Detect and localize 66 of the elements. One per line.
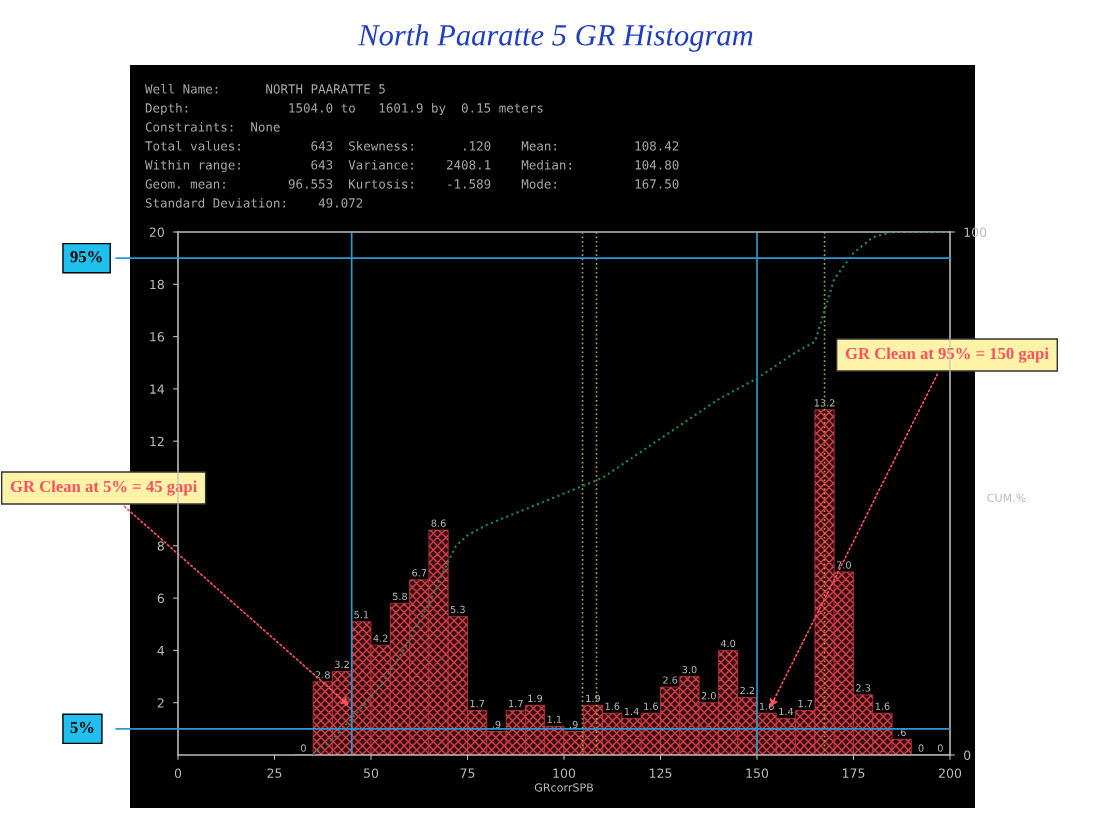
y-tick-label: 16 — [150, 332, 165, 342]
text: Constraints: None — [145, 121, 280, 132]
annotation: GR Clean at 5% = 45 gapi — [10, 480, 198, 496]
y-tick-label: 2 — [157, 698, 164, 708]
x-tick-label: 0 — [174, 768, 182, 778]
ref-line-label: 5% — [70, 721, 94, 734]
x-tick-label: 200 — [938, 768, 962, 778]
text: Total values: 643 Skewness: .120 Mean: 108.42 — [145, 140, 679, 151]
annotation: GR Clean at 95% = 150 gapi — [845, 347, 1049, 363]
data-label: 2.0 — [701, 692, 716, 700]
y-tick-label: 8 — [157, 541, 164, 551]
data-label: 1.7 — [470, 700, 485, 708]
data-label: 4.2 — [373, 634, 388, 642]
x-tick-label: 25 — [267, 768, 282, 778]
x-tick-label: 50 — [364, 768, 379, 778]
y-tick-label: 20 — [149, 227, 164, 237]
x-tick-label: 100 — [553, 768, 576, 778]
data-label: 5.8 — [392, 592, 408, 601]
y-tick-label: 6 — [157, 593, 165, 604]
y2-axis-title: CUM.% — [987, 493, 1026, 503]
data-label: 1.9 — [586, 694, 600, 703]
data-label: .9 — [492, 720, 501, 729]
data-label: 1.9 — [528, 694, 543, 703]
data-label: 1.4 — [779, 707, 794, 715]
data-label: 2.6 — [663, 676, 678, 684]
data-label: 1.6 — [605, 702, 620, 710]
x-tick-label: 125 — [649, 768, 672, 778]
x-axis-title: GRcorrSPB — [534, 783, 593, 792]
data-label: 1.6 — [875, 702, 890, 710]
data-label: 0 — [301, 744, 306, 752]
text: Geom. mean: 96.553 Kurtosis: -1.589 Mode: 167.50 — [145, 178, 679, 189]
x-tick-label: 175 — [842, 768, 865, 778]
data-label: 1.4 — [624, 707, 639, 715]
y2-tick-label: 0 — [964, 750, 971, 760]
data-label: 7.0 — [836, 561, 851, 569]
data-label: .9 — [570, 720, 578, 729]
data-label: 4.0 — [720, 639, 736, 648]
y-tick-label: 4 — [157, 646, 165, 656]
data-label: 5.1 — [354, 611, 369, 619]
data-label: 1.7 — [798, 700, 813, 708]
data-label: 1.7 — [509, 700, 523, 708]
data-label: 0 — [918, 744, 924, 752]
ref-line-label: 95% — [70, 251, 102, 263]
chart-title: North Paaratte 5 GR Histogram — [358, 24, 753, 52]
text: Within range: 643 Variance: 2408.1 Median: 104.80 — [145, 159, 679, 173]
data-label: 5.3 — [450, 605, 465, 614]
x-tick-label: 150 — [746, 768, 769, 778]
data-label: .6 — [898, 728, 906, 737]
text: Standard Deviation: 49.072 — [145, 197, 363, 208]
data-label: 8.6 — [431, 519, 446, 527]
text: Well Name: NORTH PAARATTE 5 — [145, 83, 385, 94]
data-label: 3.0 — [682, 665, 697, 674]
data-label: 1.6 — [644, 702, 658, 710]
text: Depth: 1504.0 to 1601.9 by 0.15 meters — [145, 102, 543, 116]
y-tick-label: 14 — [150, 384, 165, 394]
x-tick-label: 75 — [460, 768, 475, 778]
data-label: 13.2 — [814, 399, 835, 407]
data-label: 2.2 — [740, 686, 755, 695]
y-tick-label: 12 — [150, 436, 164, 446]
data-label: 3.2 — [335, 660, 349, 669]
data-label: 1.1 — [547, 715, 562, 723]
data-label: 6.7 — [412, 569, 427, 577]
data-label: 2.8 — [315, 671, 330, 679]
y-tick-label: 18 — [150, 279, 164, 290]
data-label: 2.3 — [856, 684, 871, 692]
data-label: 0 — [937, 744, 943, 752]
